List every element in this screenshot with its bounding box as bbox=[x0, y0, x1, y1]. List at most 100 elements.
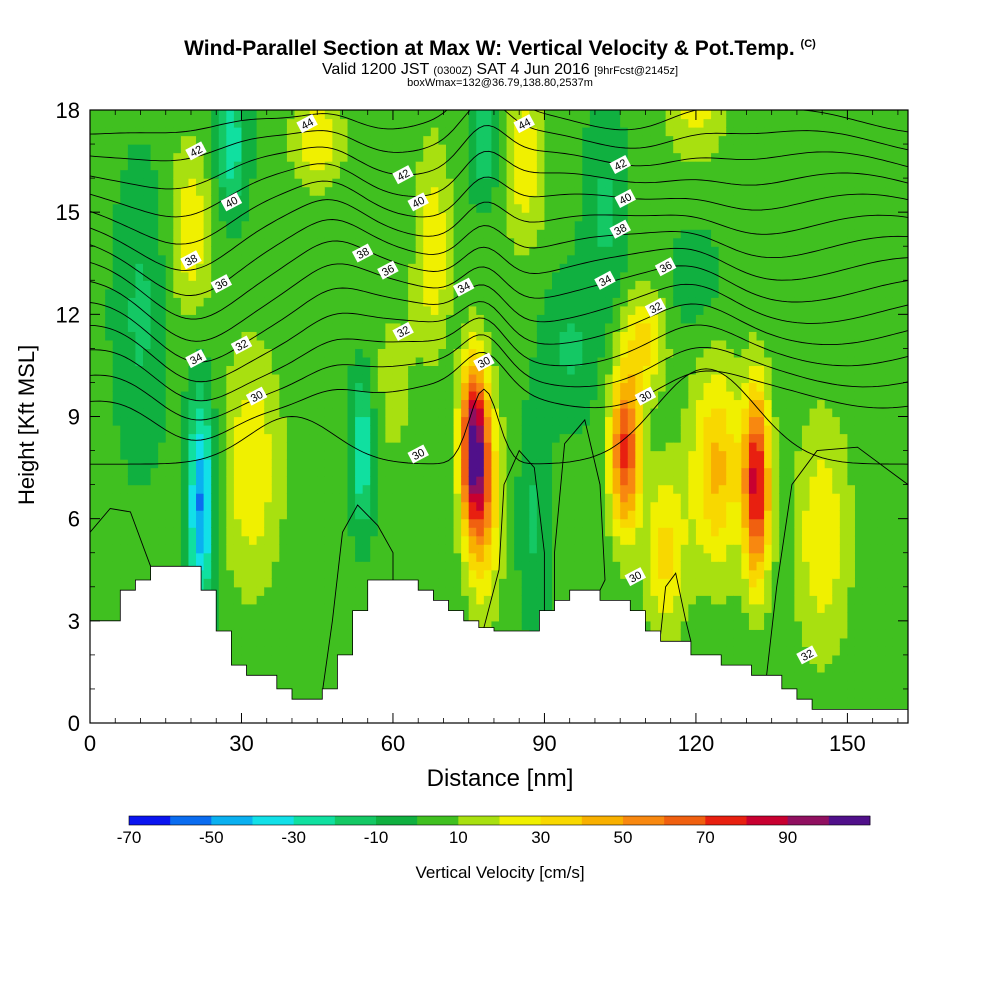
velocity-cell bbox=[347, 118, 356, 128]
velocity-cell bbox=[294, 527, 303, 537]
velocity-cell bbox=[332, 348, 341, 358]
velocity-cell bbox=[476, 390, 485, 401]
velocity-cell bbox=[120, 356, 129, 367]
velocity-cell bbox=[294, 212, 303, 222]
velocity-cell bbox=[249, 178, 258, 188]
velocity-cell bbox=[582, 356, 591, 367]
velocity-cell bbox=[286, 246, 296, 256]
velocity-cell bbox=[127, 186, 137, 196]
velocity-cell bbox=[506, 433, 515, 443]
velocity-cell bbox=[173, 135, 182, 145]
velocity-cell bbox=[430, 186, 439, 196]
velocity-cell bbox=[529, 152, 538, 162]
velocity-cell bbox=[97, 433, 106, 443]
velocity-cell bbox=[158, 493, 167, 503]
velocity-cell bbox=[521, 433, 530, 443]
velocity-cell bbox=[370, 382, 379, 392]
velocity-cell bbox=[180, 280, 190, 290]
velocity-cell bbox=[362, 152, 371, 162]
velocity-cell bbox=[605, 135, 614, 145]
velocity-cell bbox=[453, 425, 462, 435]
velocity-cell bbox=[241, 331, 250, 341]
velocity-cell bbox=[582, 510, 591, 520]
velocity-cell bbox=[203, 288, 212, 298]
velocity-cell bbox=[491, 399, 500, 409]
velocity-cell bbox=[143, 271, 152, 281]
velocity-cell bbox=[264, 510, 273, 520]
velocity-cell bbox=[476, 501, 485, 511]
velocity-cell bbox=[90, 407, 99, 418]
velocity-cell bbox=[589, 356, 599, 367]
velocity-cell bbox=[430, 586, 439, 596]
velocity-cell bbox=[536, 152, 546, 162]
velocity-cell bbox=[180, 467, 190, 477]
velocity-cell bbox=[309, 425, 318, 435]
velocity-cell bbox=[385, 348, 394, 358]
velocity-cell bbox=[256, 254, 265, 264]
velocity-cell bbox=[97, 229, 106, 239]
velocity-cell bbox=[415, 501, 424, 511]
velocity-cell bbox=[514, 620, 523, 630]
velocity-cell bbox=[468, 476, 477, 486]
velocity-cell bbox=[249, 110, 258, 120]
velocity-cell bbox=[347, 263, 356, 273]
velocity-cell bbox=[597, 314, 606, 324]
velocity-cell bbox=[438, 297, 447, 307]
velocity-cell bbox=[264, 322, 273, 332]
velocity-cell bbox=[430, 510, 439, 520]
velocity-cell bbox=[521, 203, 530, 213]
velocity-cell bbox=[256, 646, 265, 656]
velocity-cell bbox=[286, 348, 296, 358]
velocity-cell bbox=[423, 356, 432, 367]
velocity-cell bbox=[430, 322, 439, 332]
velocity-cell bbox=[302, 416, 311, 426]
velocity-cell bbox=[188, 527, 197, 537]
velocity-cell bbox=[400, 450, 409, 460]
velocity-cell bbox=[392, 561, 402, 571]
velocity-cell bbox=[309, 263, 318, 273]
velocity-cell bbox=[233, 646, 243, 656]
velocity-cell bbox=[324, 518, 333, 528]
velocity-cell bbox=[438, 459, 447, 469]
velocity-cell bbox=[309, 356, 318, 367]
velocity-cell bbox=[127, 271, 137, 281]
velocity-cell bbox=[552, 322, 561, 332]
velocity-cell bbox=[135, 476, 144, 486]
velocity-cell bbox=[408, 535, 417, 545]
velocity-cell bbox=[582, 305, 591, 315]
velocity-cell bbox=[521, 246, 530, 256]
velocity-cell bbox=[408, 527, 417, 537]
velocity-cell bbox=[491, 459, 500, 469]
velocity-cell bbox=[302, 688, 311, 699]
velocity-cell bbox=[233, 637, 243, 647]
velocity-cell bbox=[302, 671, 311, 682]
velocity-cell bbox=[529, 416, 538, 426]
velocity-cell bbox=[203, 297, 212, 307]
velocity-cell bbox=[135, 407, 144, 418]
velocity-cell bbox=[597, 263, 606, 273]
velocity-cell bbox=[97, 203, 106, 213]
velocity-cell bbox=[294, 663, 303, 673]
velocity-cell bbox=[211, 399, 220, 409]
velocity-cell bbox=[491, 501, 500, 511]
velocity-cell bbox=[196, 467, 205, 477]
velocity-cell bbox=[408, 501, 417, 511]
velocity-cell bbox=[438, 416, 447, 426]
velocity-cell bbox=[567, 314, 576, 324]
velocity-cell bbox=[423, 263, 432, 273]
velocity-cell bbox=[112, 416, 121, 426]
velocity-cell bbox=[438, 144, 447, 154]
velocity-cell bbox=[150, 467, 159, 477]
velocity-cell bbox=[158, 237, 167, 247]
velocity-cell bbox=[468, 356, 477, 367]
velocity-cell bbox=[483, 586, 493, 596]
velocity-cell bbox=[536, 246, 546, 256]
velocity-cell bbox=[370, 561, 379, 571]
velocity-cell bbox=[514, 612, 523, 622]
velocity-cell bbox=[90, 382, 99, 392]
velocity-cell bbox=[97, 510, 106, 520]
velocity-cell bbox=[218, 620, 227, 630]
velocity-cell bbox=[529, 339, 538, 349]
velocity-cell bbox=[233, 476, 243, 486]
velocity-cell bbox=[483, 127, 493, 137]
